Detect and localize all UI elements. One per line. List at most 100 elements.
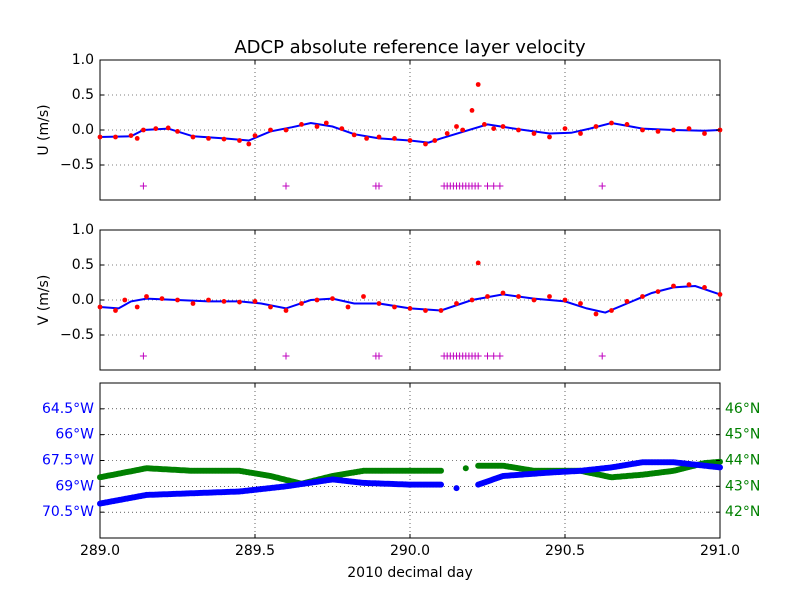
u-axis-label: U (m/s) [36, 104, 52, 155]
velocity-point [153, 126, 159, 131]
velocity-point [432, 138, 438, 143]
velocity-point [562, 297, 568, 303]
velocity-point [500, 124, 506, 129]
velocity-point [299, 301, 304, 306]
longitude-tick-label: 69°W [55, 478, 94, 494]
velocity-point [392, 304, 397, 310]
longitude-tick-label: 66°W [55, 427, 94, 443]
velocity-point [671, 127, 676, 133]
velocity-point [407, 138, 413, 143]
velocity-point [640, 127, 645, 133]
latitude-tick-label: 45°N [725, 427, 760, 443]
y-tick-label: 1.0 [72, 52, 94, 68]
flag-marker [598, 182, 606, 190]
flag-marker [474, 182, 482, 190]
velocity-point [283, 308, 289, 313]
velocity-point [655, 289, 661, 294]
velocity-point [469, 108, 475, 113]
velocity-point [516, 294, 521, 299]
velocity-point [314, 124, 320, 129]
velocity-point [624, 299, 630, 304]
flag-marker [484, 352, 491, 360]
velocity-point [686, 282, 692, 287]
flag-marker [139, 352, 147, 360]
velocity-point [376, 134, 382, 140]
velocity-point [578, 301, 583, 306]
u-panel: 1.0 0.5 0.0 −0.5 U (m/s) [36, 52, 723, 201]
velocity-point [221, 299, 227, 304]
velocity-point [237, 138, 242, 143]
velocity-point [593, 311, 599, 317]
flag-marker [496, 352, 504, 360]
velocity-point [531, 297, 537, 303]
velocity-point [345, 304, 351, 310]
velocity-point [671, 283, 676, 289]
flag-marker [375, 352, 383, 360]
velocity-point [314, 297, 320, 303]
x-tick-label: 290.5 [545, 543, 585, 559]
longitude-tick-label: 67.5°W [42, 453, 94, 469]
velocity-point [252, 299, 258, 304]
velocity-point [423, 308, 428, 313]
velocity-point [159, 296, 165, 301]
longitude-tick-label: 70.5°W [42, 504, 94, 520]
velocity-point [438, 308, 444, 313]
velocity-point [609, 120, 614, 126]
velocity-point [460, 127, 466, 133]
velocity-point [190, 301, 196, 306]
chart-title: ADCP absolute reference layer velocity [234, 37, 586, 58]
velocity-point [547, 134, 552, 140]
flag-marker [474, 352, 482, 360]
velocity-point [361, 294, 366, 299]
latitude-tick-label: 42°N [725, 504, 760, 520]
flag-marker [375, 182, 383, 190]
velocity-point [141, 127, 146, 133]
x-tick-label: 291.0 [700, 543, 740, 559]
velocity-point [475, 82, 481, 87]
velocity-point [97, 134, 103, 140]
velocity-point [206, 297, 211, 303]
flag-marker [139, 182, 147, 190]
velocity-point [134, 304, 140, 310]
velocity-point [206, 136, 211, 141]
velocity-point [175, 297, 180, 303]
velocity-point [122, 297, 128, 303]
longitude-point [453, 485, 460, 492]
velocity-point [469, 297, 475, 303]
velocity-point [454, 124, 459, 129]
x-axis-label: 2010 decimal day [347, 565, 472, 581]
velocity-point [444, 131, 450, 136]
position-panel: 64.5°W 66°W 67.5°W 69°W 70.5°W 46°N 45°N 44°N 4… [42, 382, 760, 539]
velocity-point [376, 301, 382, 306]
velocity-point [547, 294, 552, 299]
velocity-point [175, 129, 180, 134]
v-panel: 1.0 0.5 0.0 −0.5 V (m/s) [36, 222, 723, 371]
x-tick-label: 289.0 [80, 543, 120, 559]
velocity-point [128, 133, 134, 139]
velocity-point [640, 294, 645, 299]
latitude-tick-label: 43°N [725, 478, 760, 494]
velocity-point [491, 126, 497, 131]
velocity-point [686, 126, 692, 131]
velocity-point [624, 122, 630, 127]
velocity-point [482, 122, 487, 127]
longitude-point [438, 481, 444, 488]
y-tick-label: −0.5 [60, 157, 94, 173]
velocity-point [702, 131, 707, 136]
flag-marker [484, 182, 491, 190]
flag-marker [598, 352, 606, 360]
velocity-point [702, 285, 707, 290]
x-tick-label: 290.0 [390, 543, 430, 559]
longitude-point [717, 464, 723, 471]
velocity-point [165, 125, 171, 131]
velocity-point [655, 129, 661, 134]
latitude-tick-label: 44°N [725, 453, 760, 469]
y-tick-label: −0.5 [60, 327, 94, 343]
velocity-point [299, 122, 304, 127]
velocity-point [407, 306, 413, 311]
velocity-point [364, 136, 369, 141]
velocity-point [562, 126, 568, 131]
longitude-tick-label: 64.5°W [42, 401, 94, 417]
x-tick-label: 289.5 [235, 543, 275, 559]
velocity-point [500, 290, 506, 296]
